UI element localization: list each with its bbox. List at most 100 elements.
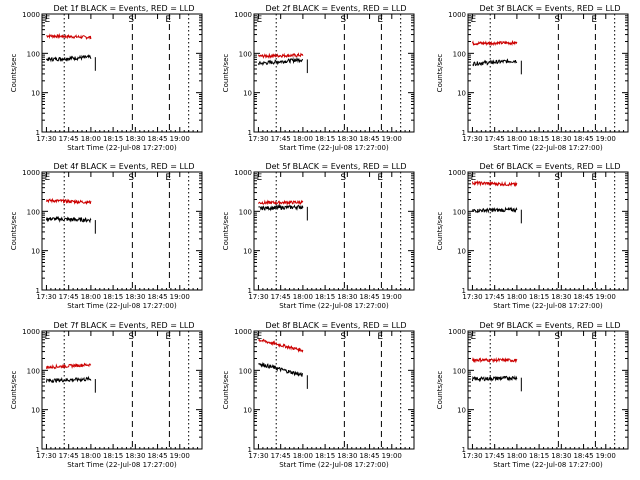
x-tick-label: 18:15 xyxy=(315,452,335,460)
plot-title: Det 9f BLACK = Events, RED = LLD xyxy=(479,321,620,330)
y-tick-label: 10 xyxy=(243,407,252,415)
x-tick-label: 17:30 xyxy=(36,135,56,143)
x-tick-label: 17:45 xyxy=(485,135,505,143)
y-tick-label: 10 xyxy=(243,248,252,256)
plot-panel-6: Det 6f BLACK = Events, RED = LLD 1 10 100 10… xyxy=(436,162,629,310)
lld-series-line xyxy=(46,32,92,41)
x-tick-label: 18:30 xyxy=(551,293,571,301)
x-tick-label: 18:30 xyxy=(551,135,571,143)
lld-series-line xyxy=(258,338,304,353)
y-tick-label: 100 xyxy=(27,367,40,375)
plot-panel-8: Det 8f BLACK = Events, RED = LLD 1 10 100 10… xyxy=(222,321,415,469)
x-tick-label: 19:00 xyxy=(170,293,190,301)
x-tick-label: 18:30 xyxy=(125,293,145,301)
y-axis-label: Counts/sec xyxy=(222,54,230,93)
y-tick-label: 1000 xyxy=(234,169,252,177)
x-tick-label: 19:00 xyxy=(170,135,190,143)
plot-frame xyxy=(253,171,415,291)
lld-series-line xyxy=(45,362,92,370)
x-tick-label: 17:30 xyxy=(36,452,56,460)
time-marker-label: E xyxy=(470,332,476,342)
x-tick-label: 19:00 xyxy=(596,293,616,301)
y-tick-label: 100 xyxy=(239,367,252,375)
time-marker-label: E xyxy=(591,173,597,183)
time-marker-label: E xyxy=(377,332,383,342)
x-tick-label: 17:45 xyxy=(485,452,505,460)
lld-series-line xyxy=(45,197,92,205)
plot-panel-4: Det 4f BLACK = Events, RED = LLD 1 10 100 10… xyxy=(10,162,203,310)
time-marker-label: E xyxy=(165,173,171,183)
y-tick-label: 10 xyxy=(457,248,466,256)
y-tick-label: 100 xyxy=(27,50,40,58)
plot-panel-9: Det 9f BLACK = Events, RED = LLD 1 10 100 10… xyxy=(436,321,629,469)
x-tick-label: 18:00 xyxy=(293,135,313,143)
x-tick-label: 18:00 xyxy=(507,293,527,301)
x-tick-label: 18:15 xyxy=(315,135,335,143)
events-series-line xyxy=(257,56,304,67)
time-marker-label: E xyxy=(256,173,262,183)
x-tick-label: 17:45 xyxy=(59,293,79,301)
x-tick-label: 18:30 xyxy=(125,135,145,143)
y-tick-label: 1 xyxy=(462,129,466,137)
plot-frame xyxy=(253,330,415,450)
y-axis-label: Counts/sec xyxy=(436,212,444,251)
y-axis-label: Counts/sec xyxy=(10,371,18,410)
time-marker-label: S xyxy=(554,332,560,342)
events-series-line xyxy=(45,375,92,384)
x-tick-label: 18:45 xyxy=(147,293,167,301)
plot-frame xyxy=(41,13,203,133)
y-tick-label: 100 xyxy=(453,50,466,58)
events-series-line xyxy=(472,58,518,67)
x-tick-label: 17:30 xyxy=(248,293,268,301)
y-axis-label: Counts/sec xyxy=(222,371,230,410)
plot-title: Det 6f BLACK = Events, RED = LLD xyxy=(479,162,620,171)
time-marker-label: E xyxy=(44,332,50,342)
y-tick-label: 1 xyxy=(462,287,466,295)
y-tick-label: 10 xyxy=(31,407,40,415)
y-tick-label: 1 xyxy=(36,287,40,295)
y-tick-label: 1 xyxy=(248,446,252,454)
lld-series-line xyxy=(471,179,518,188)
x-axis-label: Start Time (22-Jul-08 17:27:00) xyxy=(279,461,389,469)
time-marker-label: E xyxy=(44,173,50,183)
x-tick-label: 17:30 xyxy=(36,293,56,301)
x-tick-label: 17:45 xyxy=(485,293,505,301)
y-tick-label: 100 xyxy=(453,208,466,216)
x-tick-label: 17:45 xyxy=(271,452,291,460)
lld-series-line xyxy=(257,199,304,207)
time-marker-label: E xyxy=(165,15,171,25)
x-tick-label: 19:00 xyxy=(596,135,616,143)
x-tick-label: 18:00 xyxy=(81,293,101,301)
x-tick-label: 19:00 xyxy=(382,452,402,460)
x-tick-label: 17:45 xyxy=(59,452,79,460)
x-tick-label: 18:45 xyxy=(359,452,379,460)
time-marker-label: S xyxy=(554,15,560,25)
x-tick-label: 18:15 xyxy=(103,293,123,301)
x-tick-label: 18:30 xyxy=(337,452,357,460)
plot-panel-5: Det 5f BLACK = Events, RED = LLD 1 10 100 10… xyxy=(222,162,415,310)
x-axis-label: Start Time (22-Jul-08 17:27:00) xyxy=(67,302,177,310)
x-tick-label: 17:30 xyxy=(462,293,482,301)
x-tick-label: 18:00 xyxy=(81,135,101,143)
lld-series-line xyxy=(471,357,518,364)
time-marker-label: S xyxy=(128,15,134,25)
y-tick-label: 1000 xyxy=(234,11,252,19)
time-marker-label: S xyxy=(340,332,346,342)
plot-panel-2: Det 2f BLACK = Events, RED = LLD 1 10 100 10… xyxy=(222,4,415,152)
time-marker-label: S xyxy=(340,15,346,25)
x-tick-label: 18:45 xyxy=(359,293,379,301)
x-tick-label: 18:30 xyxy=(551,452,571,460)
x-axis-label: Start Time (22-Jul-08 17:27:00) xyxy=(67,144,177,152)
y-tick-label: 100 xyxy=(239,208,252,216)
events-series-line xyxy=(46,54,92,63)
plot-frame xyxy=(253,13,415,133)
x-tick-label: 18:15 xyxy=(315,293,335,301)
x-tick-label: 17:30 xyxy=(248,452,268,460)
events-series-line xyxy=(258,361,303,377)
x-tick-label: 18:15 xyxy=(529,135,549,143)
time-marker-label: E xyxy=(377,15,383,25)
y-tick-label: 1000 xyxy=(234,328,252,336)
plot-title: Det 4f BLACK = Events, RED = LLD xyxy=(53,162,194,171)
x-tick-label: 19:00 xyxy=(382,135,402,143)
y-tick-label: 1 xyxy=(36,129,40,137)
